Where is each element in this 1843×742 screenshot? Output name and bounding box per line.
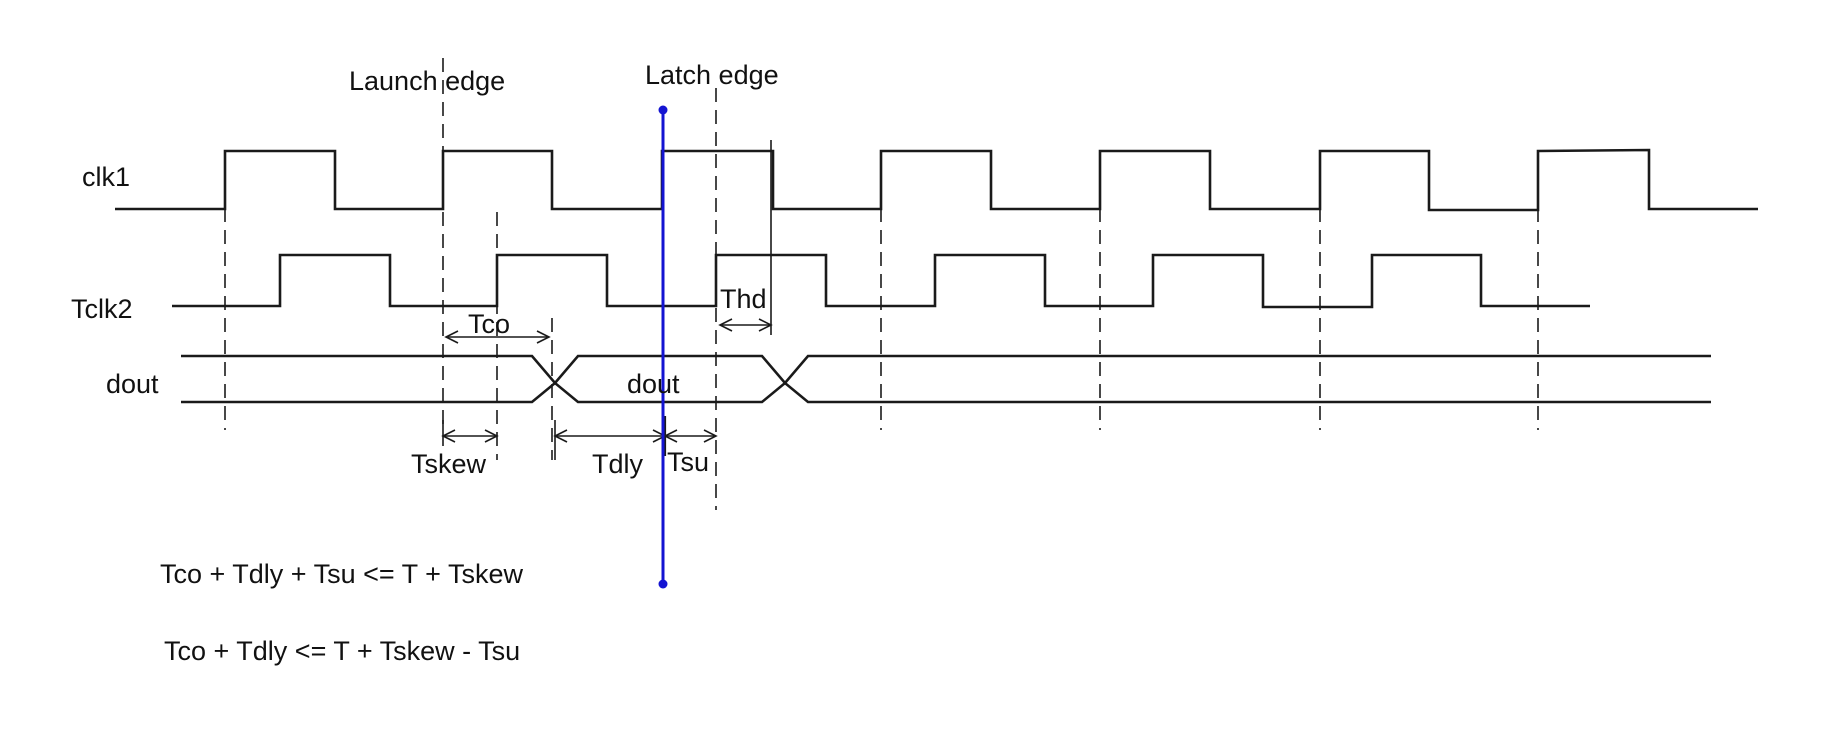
tskew-arrow <box>443 420 497 446</box>
tclk2-waveform <box>172 255 1590 307</box>
launch-edge-label: Launch edge <box>349 66 506 96</box>
equation-2: Tco + Tdly <= T + Tskew - Tsu <box>164 636 521 666</box>
thd-arrow <box>720 140 771 335</box>
clk1-waveform <box>115 150 1758 210</box>
cursor-bottom-handle[interactable] <box>658 579 668 589</box>
tsu-arrow <box>665 416 716 456</box>
dout-bus-top <box>181 356 1711 383</box>
timing-cursor[interactable] <box>658 105 668 589</box>
tco-arrow <box>446 331 549 343</box>
dout-label: dout <box>106 369 159 399</box>
tskew-label: Tskew <box>411 449 487 479</box>
latch-edge-label: Latch edge <box>645 60 779 90</box>
reference-lines <box>225 58 1538 510</box>
tclk2-label: Tclk2 <box>71 294 133 324</box>
tsu-label: Tsu <box>667 447 710 477</box>
tdly-label: Tdly <box>592 449 644 479</box>
cursor-top-handle[interactable] <box>658 105 668 115</box>
thd-label: Thd <box>720 284 767 314</box>
dimension-arrows <box>443 140 771 460</box>
tdly-arrow <box>555 420 665 460</box>
clk1-label: clk1 <box>82 162 131 192</box>
tco-label: Tco <box>468 309 511 339</box>
dout-bus-value: dout <box>627 369 680 399</box>
dout-bus-bottom <box>181 383 1711 402</box>
dout-bus <box>181 356 1711 402</box>
equation-1: Tco + Tdly + Tsu <= T + Tskew <box>160 559 523 589</box>
